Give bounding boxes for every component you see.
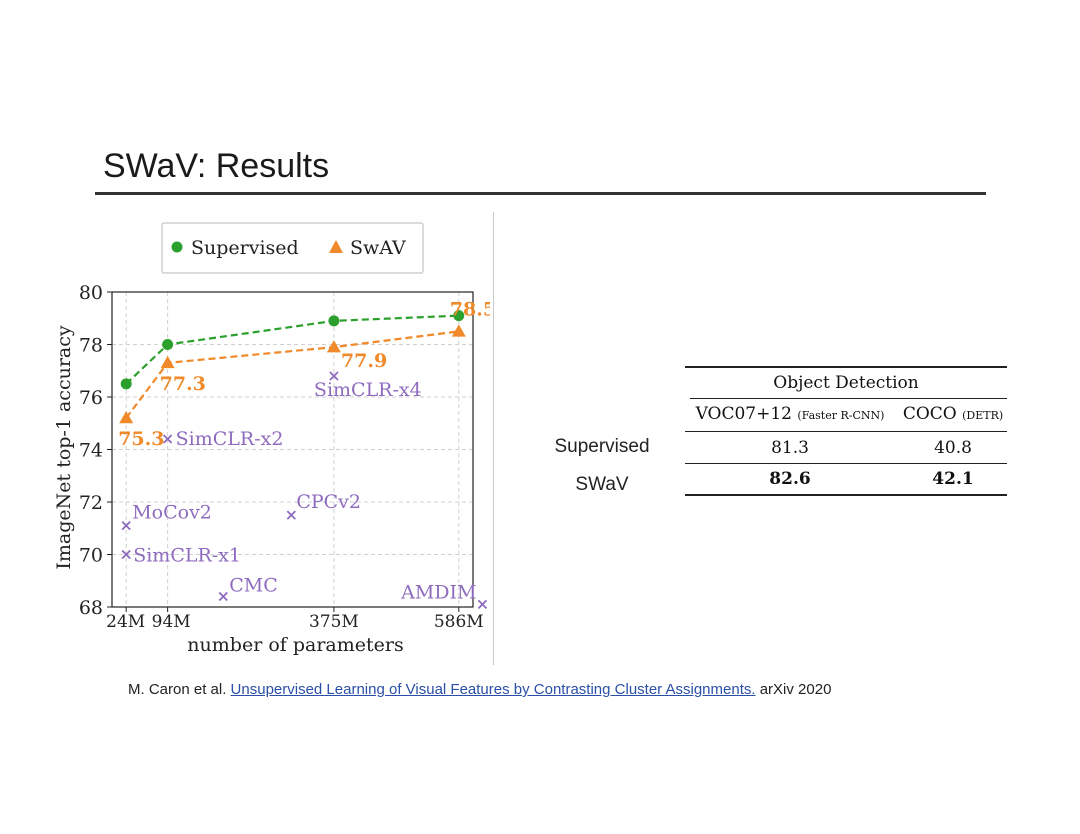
data-label-swav: 75.3 — [118, 428, 164, 450]
citation: M. Caron et al. Unsupervised Learning of… — [128, 681, 831, 698]
table-header-object-detection: Object Detection — [773, 373, 919, 393]
data-point-supervised — [162, 339, 174, 350]
table-bottom-rule — [685, 494, 1007, 496]
x-tick-label: 94M — [152, 612, 191, 632]
table-cell-swav-voc: 82.6 — [769, 469, 811, 489]
data-label-swav: 77.9 — [341, 350, 387, 372]
table-mid-rule — [685, 463, 1007, 464]
data-point-supervised — [453, 310, 465, 322]
y-tick-label: 70 — [79, 545, 103, 567]
legend-marker-swav — [329, 240, 343, 253]
data-point-supervised — [328, 315, 340, 327]
citation-authors: M. Caron et al. — [128, 681, 227, 698]
x-tick-label: 586M — [434, 612, 484, 632]
data-point-swav — [119, 411, 134, 424]
citation-paper-link[interactable]: Unsupervised Learning of Visual Features… — [230, 681, 756, 698]
series-line-supervised — [125, 314, 459, 385]
table-cell-supervised-voc: 81.3 — [771, 438, 809, 458]
data-point-swav — [160, 355, 175, 369]
method-label: SimCLR-x2 — [176, 428, 284, 450]
y-tick-label: 68 — [79, 597, 103, 619]
slide-title: SWaV: Results — [103, 147, 330, 185]
legend-marker-supervised — [171, 241, 183, 253]
method-marker — [286, 510, 296, 520]
table-header-rule — [690, 398, 1007, 399]
method-label: SimCLR-x4 — [314, 379, 422, 401]
legend-label-supervised: Supervised — [191, 237, 299, 259]
x-tick-label: 24M — [106, 612, 145, 632]
y-tick-label: 76 — [79, 387, 103, 409]
table-cell-swav-coco: 42.1 — [932, 469, 974, 489]
method-marker — [329, 371, 339, 381]
method-marker — [121, 520, 131, 531]
accuracy-vs-parameters-chart: 68 70 72 74 76 78 80 24M 94M 375M 586M number of pa… — [53, 222, 490, 656]
data-point-swav — [326, 340, 341, 353]
table-col-voc: VOC07+12 (Faster R-CNN) — [690, 404, 890, 424]
data-point-supervised — [120, 378, 132, 390]
y-tick-label: 80 — [79, 282, 103, 304]
y-tick-label: 72 — [79, 492, 103, 514]
legend-label-swav: SwAV — [350, 237, 406, 259]
table-col-coco-note: (DETR) — [962, 409, 1004, 422]
method-label: SimCLR-x1 — [133, 545, 241, 567]
table-col-voc-note: (Faster R-CNN) — [797, 409, 885, 422]
table-subheader-rule — [685, 431, 1007, 432]
vertical-divider — [493, 212, 494, 665]
table-col-voc-label: VOC07+12 — [695, 404, 792, 424]
method-marker — [218, 591, 228, 602]
data-label-swav: 78.5 — [450, 298, 490, 320]
x-axis-label: number of parameters — [187, 634, 403, 656]
title-rule — [95, 192, 986, 195]
table-top-rule — [685, 366, 1007, 368]
y-axis-label: ImageNet top-1 accuracy — [53, 325, 75, 569]
method-label: AMDIM — [400, 581, 476, 603]
data-point-swav — [451, 324, 466, 337]
object-detection-table: Object Detection VOC07+12 (Faster R-CNN)… — [540, 364, 1010, 504]
method-marker — [162, 434, 173, 444]
x-tick-label: 375M — [309, 612, 359, 632]
table-row-label-swav: SWaV — [575, 474, 629, 495]
legend-box — [161, 222, 424, 274]
table-row-label-supervised: Supervised — [554, 436, 650, 457]
y-tick-label: 78 — [79, 335, 103, 357]
y-tick-label: 74 — [79, 440, 103, 462]
table-col-coco-label: COCO — [902, 404, 957, 424]
series-line-swav — [125, 330, 459, 419]
method-label: MoCov2 — [132, 502, 212, 524]
citation-venue: arXiv 2020 — [759, 681, 832, 698]
data-label-swav: 77.3 — [160, 373, 206, 395]
table-col-coco: COCO (DETR) — [897, 404, 1009, 424]
method-label: CMC — [229, 575, 278, 597]
method-marker — [477, 599, 488, 610]
table-cell-supervised-coco: 40.8 — [934, 438, 972, 458]
method-marker — [121, 549, 131, 560]
method-label: CPCv2 — [296, 491, 361, 513]
